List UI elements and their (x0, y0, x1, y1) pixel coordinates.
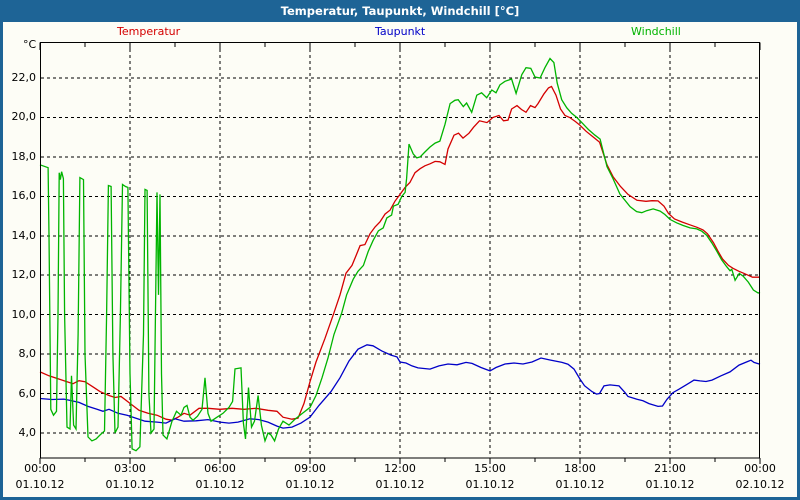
y-tick-label: 4,0 (18, 426, 37, 439)
legend-item-taupunkt: Taupunkt (375, 25, 426, 38)
x-tick-time: 03:00 (114, 462, 146, 475)
x-tick-date: 01.10.12 (285, 478, 335, 491)
x-tick-date: 01.10.12 (195, 478, 245, 491)
x-tick-date: 01.10.12 (555, 478, 605, 491)
x-tick-time: 21:00 (654, 462, 686, 475)
series-windchill-line (39, 57, 761, 452)
y-tick-label: 14,0 (11, 228, 37, 242)
x-tick-date: 02.10.12 (735, 478, 785, 491)
series-temperatur-line (39, 85, 760, 421)
chart-canvas (39, 42, 761, 464)
x-tick-time: 09:00 (294, 462, 326, 475)
y-tick-label: 22,0 (11, 71, 37, 84)
y-tick-label: 12,0 (11, 268, 37, 282)
x-tick-time: 00:00 (24, 462, 56, 475)
plot-frame (40, 42, 760, 459)
y-tick-label: 20,0 (11, 110, 37, 124)
y-axis-unit-label: °C (23, 38, 37, 51)
x-tick-date: 01.10.12 (375, 478, 425, 491)
y-tick-label: 8,0 (18, 347, 37, 361)
plot-area (39, 42, 761, 466)
x-tick-time: 00:00 (744, 462, 776, 475)
y-tick-label: 18,0 (11, 149, 37, 163)
x-tick-time: 06:00 (204, 462, 236, 475)
window-titlebar: Temperatur, Taupunkt, Windchill [°C] (0, 0, 800, 22)
y-tick-label: 10,0 (11, 307, 37, 321)
legend-item-windchill: Windchill (631, 25, 681, 38)
x-tick-date: 01.10.12 (15, 478, 65, 491)
x-tick-time: 15:00 (474, 462, 506, 475)
y-tick-label: 6,0 (18, 386, 37, 400)
x-tick-date: 01.10.12 (105, 478, 155, 491)
series-taupunkt-line (39, 344, 761, 429)
x-tick-time: 12:00 (384, 462, 416, 475)
x-tick-time: 18:00 (564, 462, 596, 475)
x-tick-date: 01.10.12 (645, 478, 695, 491)
legend-item-temperatur: Temperatur (117, 25, 181, 38)
x-tick-date: 01.10.12 (465, 478, 515, 491)
y-tick-label: 16,0 (11, 189, 37, 203)
window-title: Temperatur, Taupunkt, Windchill [°C] (280, 4, 520, 18)
